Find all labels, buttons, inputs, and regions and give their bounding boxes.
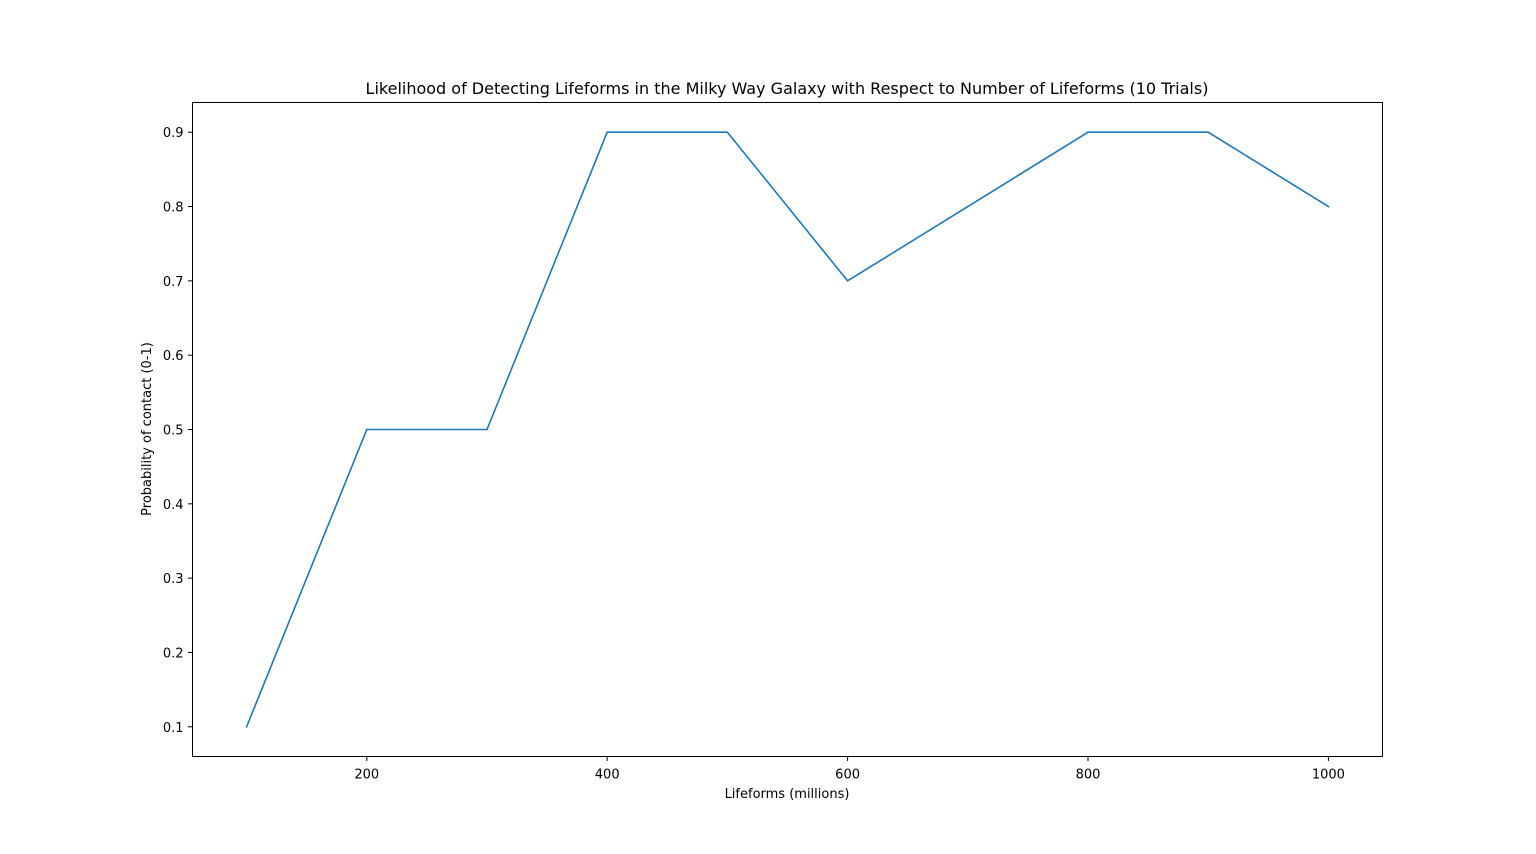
- data-point: [365, 428, 368, 431]
- x-tick-label: 800: [1076, 768, 1101, 783]
- data-point: [1327, 205, 1330, 208]
- plot-frame: [192, 102, 1383, 757]
- x-axis-ticks: 200 400 600 800 1000: [354, 756, 1345, 783]
- data-point: [967, 205, 969, 208]
- data-point: [846, 280, 849, 282]
- x-tick-label: 600: [835, 768, 860, 783]
- y-tick-label: 0.4: [163, 498, 184, 513]
- y-tick-label: 0.5: [163, 424, 184, 439]
- y-axis-label: Probability of contact (0-1): [140, 342, 155, 516]
- y-tick-label: 0.3: [163, 572, 184, 587]
- data-point: [486, 428, 488, 431]
- y-tick-label: 0.1: [163, 721, 184, 736]
- x-tick-label: 400: [595, 768, 620, 783]
- y-tick-label: 0.7: [163, 275, 184, 290]
- x-tick-label: 1000: [1312, 768, 1345, 783]
- data-point: [1087, 131, 1089, 134]
- x-tick-label: 200: [354, 768, 379, 783]
- data-point: [245, 725, 248, 728]
- y-axis-ticks: 0.1 0.2 0.3 0.4 0.5 0.6 0.7 0.8 0.9: [163, 126, 193, 736]
- x-axis-label: Lifeforms (millions): [725, 787, 850, 802]
- y-tick-label: 0.8: [163, 201, 184, 216]
- data-point: [1207, 131, 1210, 134]
- chart-title: Likelihood of Detecting Lifeforms in the…: [366, 79, 1209, 98]
- data-points: [245, 131, 1330, 728]
- data-point: [606, 131, 608, 134]
- y-tick-label: 0.2: [163, 646, 184, 661]
- data-point: [726, 131, 729, 134]
- y-tick-label: 0.6: [163, 349, 184, 364]
- series-line: [245, 131, 1330, 728]
- y-tick-label: 0.9: [163, 126, 184, 141]
